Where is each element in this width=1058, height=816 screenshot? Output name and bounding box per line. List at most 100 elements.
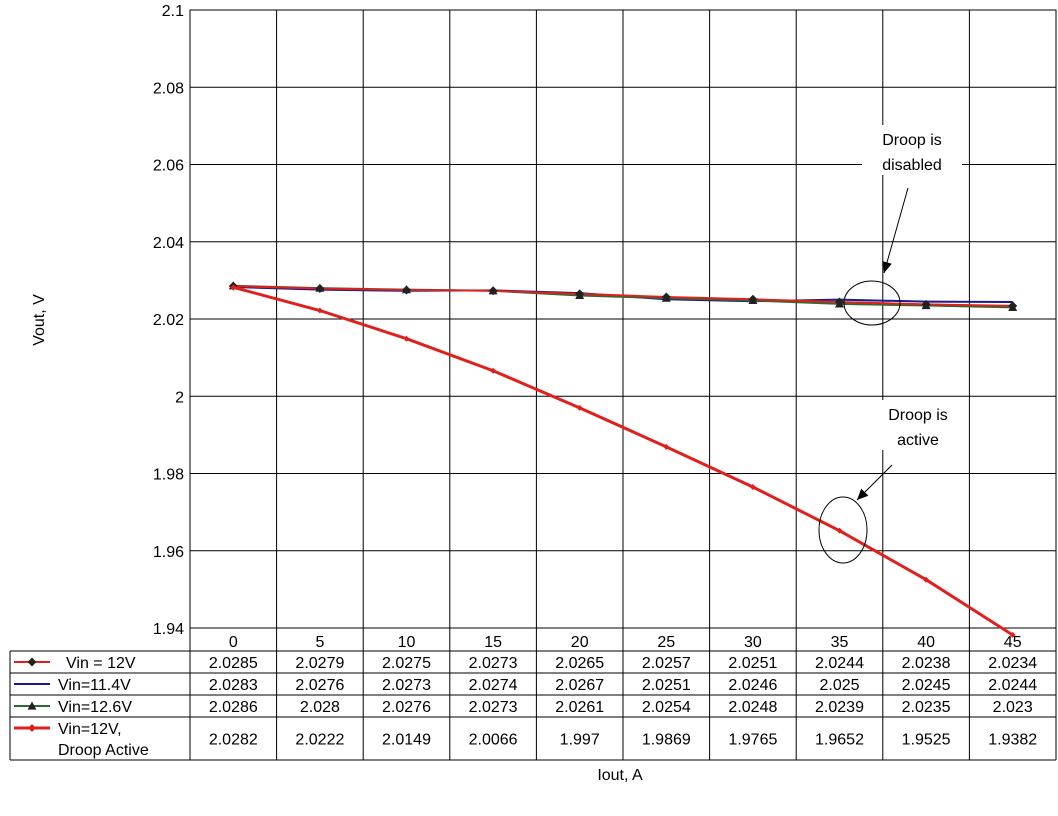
series-line — [232, 285, 1014, 637]
annotation-text: disabled — [882, 157, 942, 174]
data-point-marker — [403, 335, 410, 342]
data-point-marker — [27, 657, 37, 667]
y-tick-label: 2.04 — [153, 235, 184, 252]
annotation-0: Droop is disabled — [843, 125, 962, 326]
table-cell: 2.0273 — [469, 655, 518, 672]
table-cell: 2.0251 — [728, 655, 777, 672]
table-cell: 2.0238 — [902, 655, 951, 672]
table-cell: 2.0244 — [988, 677, 1037, 694]
table-cell: 2.0267 — [555, 677, 604, 694]
table-cell: 2.0276 — [382, 699, 431, 716]
table-cell: 2.0235 — [902, 699, 951, 716]
data-point-marker — [490, 367, 497, 374]
legend-label: Vin=11.4V — [58, 677, 131, 694]
annotation-1: Droop is active — [818, 400, 968, 564]
annotation-ellipse — [843, 280, 901, 326]
table-cell: 2.0285 — [209, 655, 258, 672]
data-point-marker — [230, 284, 237, 291]
table-cell: 2.0239 — [815, 699, 864, 716]
data-point-marker — [575, 289, 585, 299]
table-cell: 2.0234 — [988, 655, 1037, 672]
table-cell: 2.0286 — [209, 699, 258, 716]
table-cell: 2.0273 — [469, 699, 518, 716]
y-tick-label: 2.1 — [162, 3, 184, 20]
x-tick-label: 5 — [315, 634, 324, 651]
table-cell: 2.0257 — [642, 655, 691, 672]
data-point-marker — [27, 701, 37, 710]
table-row: Vin=12V, Droop Active 2.0282 2.0222 2.0149 2.… — [14, 721, 1037, 759]
legend-label: Droop Active — [58, 742, 149, 759]
table-cell: 2.0274 — [469, 677, 518, 694]
data-point-marker — [835, 297, 844, 307]
table-cell: 2.0254 — [642, 699, 691, 716]
x-tick-label: 30 — [744, 634, 762, 651]
table-cell: 2.0251 — [642, 677, 691, 694]
annotation-text: active — [897, 432, 939, 449]
table-row: Vin=11.4V 2.0283 2.0276 2.0273 2.0274 2.0267 2… — [14, 677, 1037, 694]
y-tick-label: 1.98 — [153, 467, 184, 484]
data-point-marker — [836, 527, 843, 534]
table-row: Vin=12.6V 2.0286 2.028 2.0276 2.0273 2.0261 2.… — [14, 699, 1033, 716]
annotation-background — [862, 125, 962, 175]
table-cell: 2.0246 — [728, 677, 777, 694]
table-cell: 2.0282 — [209, 732, 258, 749]
x-tick-label: 45 — [1004, 634, 1022, 651]
x-tick-label: 25 — [657, 634, 675, 651]
data-point-marker — [402, 285, 411, 295]
table-cell: 1.997 — [560, 732, 600, 749]
y-tick-label: 2 — [175, 389, 184, 406]
annotation-arrow — [883, 187, 909, 274]
x-tick-label: 35 — [831, 634, 849, 651]
table-row: Vin = 12V 2.0285 2.0279 2.0275 2.0273 2.0265 2… — [14, 655, 1037, 672]
table-cell: 2.0275 — [382, 655, 431, 672]
data-point-marker — [661, 292, 671, 302]
y-axis-title: Vout, V — [31, 294, 48, 346]
data-point-marker — [921, 299, 931, 309]
table-cell: 1.9652 — [815, 732, 864, 749]
y-tick-label: 2.08 — [153, 80, 184, 97]
data-point-marker — [315, 283, 325, 293]
table-cell: 1.9382 — [988, 732, 1037, 749]
data-point-marker — [748, 294, 758, 304]
grid — [189, 9, 1057, 629]
legend-label: Vin=12.6V — [58, 699, 132, 716]
data-point-marker — [1009, 631, 1016, 638]
x-tick-label: 0 — [229, 634, 238, 651]
table-cell: 2.0066 — [469, 732, 518, 749]
x-tick-label: 15 — [484, 634, 502, 651]
x-axis-title: Iout, A — [597, 767, 643, 784]
table-cell: 2.0283 — [209, 677, 258, 694]
annotation-text: Droop is — [882, 132, 942, 149]
table-cell: 1.9525 — [902, 732, 951, 749]
table-cell: 2.0222 — [295, 732, 344, 749]
series-line — [233, 285, 1013, 307]
x-tick-label: 40 — [917, 634, 935, 651]
data-point-marker — [749, 484, 756, 491]
annotation-background — [868, 400, 968, 450]
data-point-marker — [1008, 301, 1018, 311]
annotations: Droop is disabled Droop is active — [818, 125, 968, 564]
table-cell: 2.028 — [300, 699, 340, 716]
legend-label: Vin = 12V — [66, 655, 136, 672]
y-tick-label: 2.06 — [153, 158, 184, 175]
table-cell: 2.0279 — [295, 655, 344, 672]
table-cell: 2.0244 — [815, 655, 864, 672]
table-cell: 2.0248 — [728, 699, 777, 716]
annotation-arrowhead — [857, 488, 869, 500]
x-tick-label: 10 — [398, 634, 416, 651]
table-cell: 2.023 — [993, 699, 1033, 716]
data-table: 0 5 10 15 20 25 30 35 40 45 Vin = 12V 2.0285 2.0279 2… — [9, 628, 1057, 761]
table-cell: 1.9765 — [728, 732, 777, 749]
data-point-marker — [923, 576, 930, 583]
table-cell: 1.9869 — [642, 732, 691, 749]
data-point-marker — [663, 443, 670, 450]
x-tick-label: 20 — [571, 634, 589, 651]
data-point-marker — [576, 404, 583, 411]
annotation-arrowhead — [882, 261, 892, 273]
table-cell: 2.0273 — [382, 677, 431, 694]
y-tick-label: 1.96 — [153, 544, 184, 561]
data-point-marker — [28, 724, 36, 732]
table-cell: 2.0265 — [555, 655, 604, 672]
series-0 — [228, 281, 1018, 311]
